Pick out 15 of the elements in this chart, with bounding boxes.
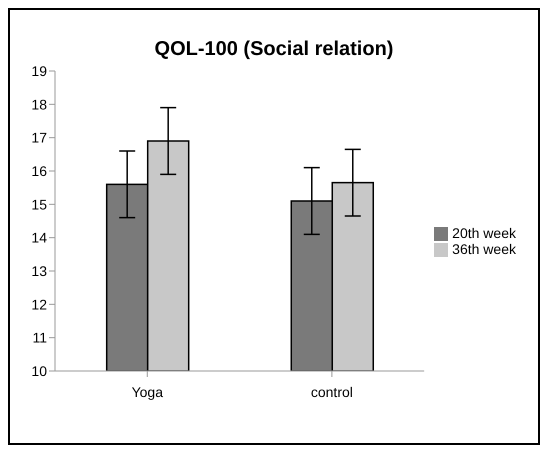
y-tick-label: 19	[31, 62, 48, 79]
legend-label: 36th week	[452, 241, 516, 257]
y-tick-label: 18	[31, 96, 48, 112]
chart-title: QOL-100 (Social relation)	[154, 38, 394, 61]
y-tick-label: 12	[31, 296, 48, 312]
y-tick-label: 15	[31, 196, 48, 212]
x-tick-label: Yoga	[132, 384, 164, 400]
y-tick-label: 17	[31, 130, 48, 146]
y-tick-label: 11	[32, 330, 48, 346]
y-tick-label: 13	[31, 262, 48, 279]
y-tick-label: 10	[31, 362, 48, 379]
y-tick-label: 14	[31, 230, 48, 246]
x-tick-label: control	[310, 384, 353, 400]
y-tick-label: 16	[31, 162, 48, 179]
legend-label: 20th week	[452, 224, 516, 241]
